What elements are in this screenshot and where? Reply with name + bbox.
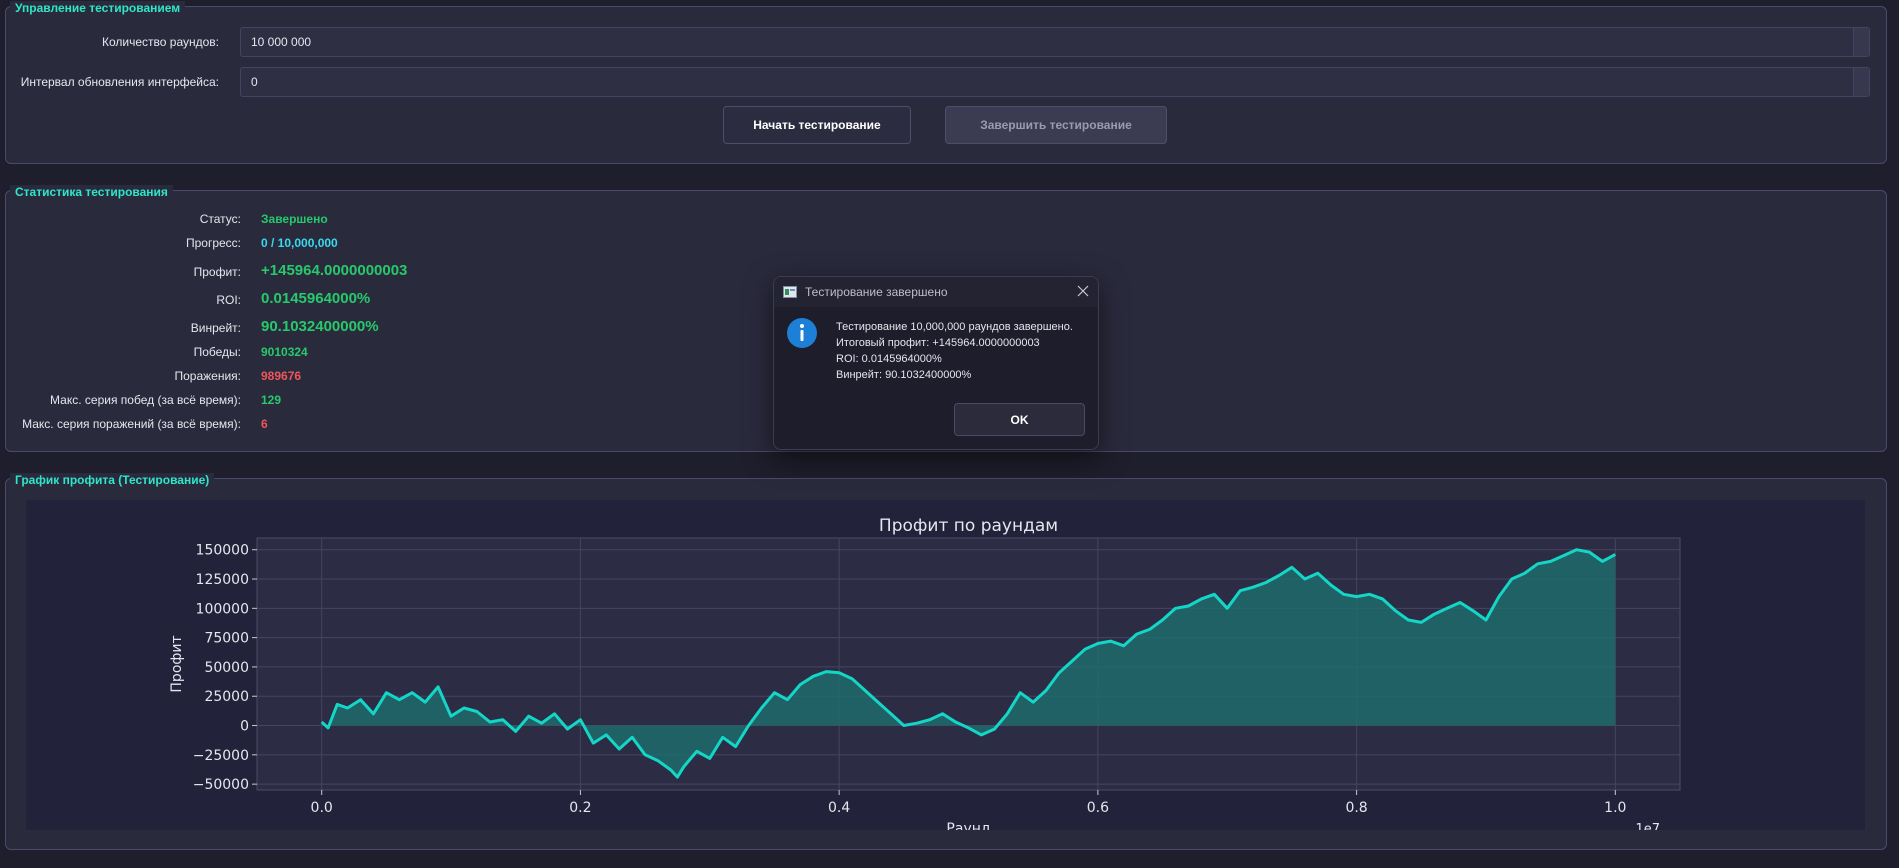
stat-value: 0.0145964000% (261, 290, 371, 307)
info-icon (786, 317, 818, 354)
x-tick-label: 1.0 (1604, 800, 1626, 816)
stat-value: 129 (261, 393, 282, 407)
stat-label: Профит: (193, 265, 241, 279)
dialog-line: Тестирование 10,000,000 раундов завершен… (836, 321, 1073, 333)
test-control-panel: Управление тестированием Количество раун… (5, 1, 1887, 164)
rounds-label: Количество раундов: (102, 35, 219, 49)
y-tick-label: 150000 (196, 543, 249, 559)
interval-label: Интервал обновления интерфейса: (20, 75, 219, 89)
stat-label: Победы: (193, 345, 241, 359)
stat-value: 6 (261, 417, 268, 431)
dialog-title: Тестирование завершено (805, 285, 948, 299)
interval-input[interactable]: 0 (240, 67, 1870, 97)
stat-label: Макс. серия поражений (за всё время): (22, 417, 241, 431)
x-offset-label: 1e7 (1635, 822, 1660, 830)
stat-value: +145964.0000000003 (261, 262, 408, 279)
stat-label: Макс. серия побед (за всё время): (50, 393, 241, 407)
stat-value: 989676 (261, 369, 302, 383)
stat-value: Завершено (261, 212, 328, 226)
y-axis-label: Профит (169, 635, 185, 692)
x-axis-label: Раунд (946, 821, 990, 830)
profit-line (320, 548, 1617, 779)
stat-label: ROI: (216, 293, 241, 307)
dialog-message: Тестирование 10,000,000 раундов завершен… (836, 319, 1073, 383)
test-complete-dialog: Тестирование завершено Тестирование 10,0… (773, 276, 1099, 450)
test-stats-title: Статистика тестирования (10, 185, 173, 199)
stat-label: Прогресс: (185, 236, 241, 250)
y-tick-label: 75000 (204, 631, 249, 647)
y-tick-label: 50000 (204, 660, 249, 676)
stat-label: Винрейт: (190, 321, 241, 335)
y-tick-label: 25000 (204, 689, 249, 705)
profit-chart-title: График профита (Тестирование) (10, 473, 215, 487)
y-tick-label: 125000 (196, 572, 249, 588)
y-tick-label: −50000 (193, 777, 249, 793)
test-control-title: Управление тестированием (10, 1, 186, 15)
rounds-spin-buttons[interactable] (1853, 28, 1869, 56)
x-tick-label: 0.0 (311, 800, 333, 816)
rounds-value: 10 000 000 (251, 35, 312, 49)
x-tick-label: 0.8 (1345, 800, 1367, 816)
stat-value: 9010324 (261, 345, 308, 359)
app-icon (783, 285, 797, 303)
stat-value: 0 / 10,000,000 (261, 236, 338, 250)
x-tick-label: 0.4 (828, 800, 850, 816)
ok-button[interactable]: OK (954, 403, 1085, 436)
dialog-titlebar: Тестирование завершено (774, 277, 1098, 307)
x-tick-label: 0.2 (569, 800, 591, 816)
stat-label: Поражения: (174, 369, 241, 383)
y-tick-label: 100000 (196, 601, 249, 617)
profit-area (321, 549, 1616, 778)
chart-title: Профит по раундам (879, 516, 1058, 536)
rounds-input[interactable]: 10 000 000 (240, 27, 1870, 57)
y-tick-label: −25000 (193, 748, 249, 764)
interval-value: 0 (251, 75, 258, 89)
profit-chart: 0.0 0.2 0.4 0.6 0.8 1.0 −50000 −25000 0 25000 5000… (169, 516, 1681, 837)
stat-value: 90.1032400000% (261, 318, 379, 335)
start-testing-button[interactable]: Начать тестирование (723, 106, 911, 144)
dialog-line: Винрейт: 90.1032400000% (836, 369, 972, 381)
x-tick-label: 0.6 (1087, 800, 1109, 816)
dialog-line: Итоговый профит: +145964.0000000003 (836, 337, 1040, 349)
y-tick-label: 0 (240, 719, 249, 735)
stat-label: Статус: (199, 212, 241, 226)
dialog-line: ROI: 0.0145964000% (836, 353, 942, 365)
close-icon[interactable] (1076, 284, 1090, 303)
interval-spin-buttons[interactable] (1853, 68, 1869, 96)
chart-area: 0.0 0.2 0.4 0.6 0.8 1.0 −50000 −25000 0 25000 5000… (26, 500, 1865, 837)
stop-testing-button[interactable]: Завершить тестирование (945, 106, 1167, 144)
